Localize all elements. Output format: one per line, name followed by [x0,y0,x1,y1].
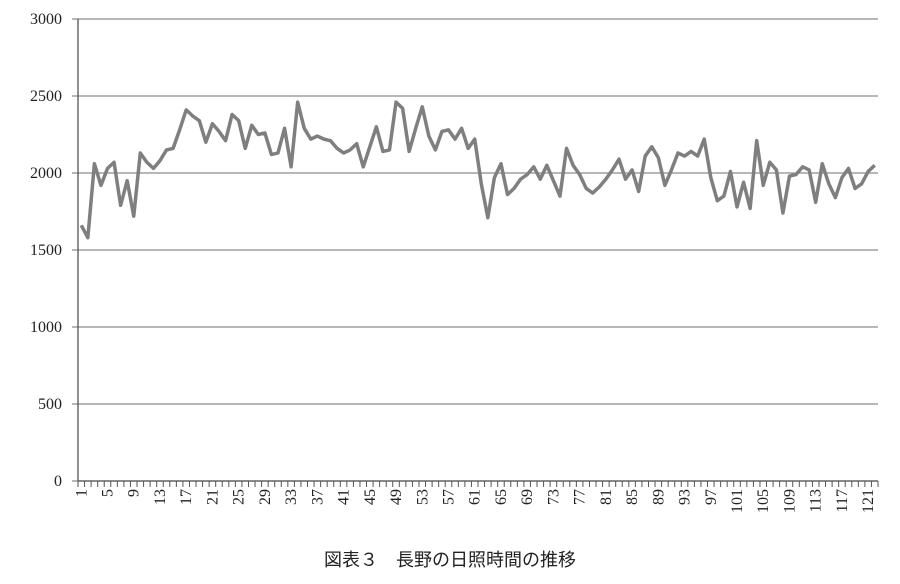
x-tick-label: 93 [677,489,694,505]
x-tick-label: 17 [178,489,195,505]
x-tick-label: 21 [204,489,221,505]
x-tick-label: 77 [572,489,589,505]
x-tick-label: 1 [73,489,90,497]
x-tick-label: 117 [834,489,851,512]
y-tick-label: 3000 [30,11,62,28]
x-tick-label: 113 [808,489,825,512]
x-tick-label: 13 [152,489,169,505]
x-tick-label: 9 [126,489,143,497]
x-tick-label: 29 [257,489,274,505]
x-tick-label: 25 [231,489,248,505]
x-tick-label: 109 [781,489,798,513]
x-tick-label: 65 [493,489,510,505]
x-tick-label: 41 [336,489,353,505]
x-tick-label: 61 [467,489,484,505]
x-tick-label: 121 [860,489,877,513]
y-tick-label: 0 [54,473,62,490]
x-tick-label: 69 [519,489,536,505]
x-tick-label: 85 [624,489,641,505]
y-tick-label: 500 [38,396,62,413]
x-tick-label: 97 [703,489,720,505]
x-tick-label: 49 [388,489,405,505]
x-tick-label: 57 [440,489,457,505]
x-tick-label: 33 [283,489,300,505]
y-tick-label: 1500 [30,242,62,259]
x-tick-label: 105 [755,489,772,513]
y-tick-label: 2500 [30,88,62,105]
y-tick-label: 2000 [30,165,62,182]
x-tick-label: 101 [729,489,746,513]
x-tick-label: 81 [598,489,615,505]
x-tick-label: 37 [309,489,326,505]
y-tick-label: 1000 [30,319,62,336]
x-tick-label: 45 [362,489,379,505]
x-tick-label: 73 [545,489,562,505]
x-tick-label: 89 [650,489,667,505]
series-line [79,100,876,240]
x-tick-label: 5 [100,489,117,497]
x-tick-label: 53 [414,489,431,505]
chart-title: 図表３ 長野の日照時間の推移 [324,550,576,571]
